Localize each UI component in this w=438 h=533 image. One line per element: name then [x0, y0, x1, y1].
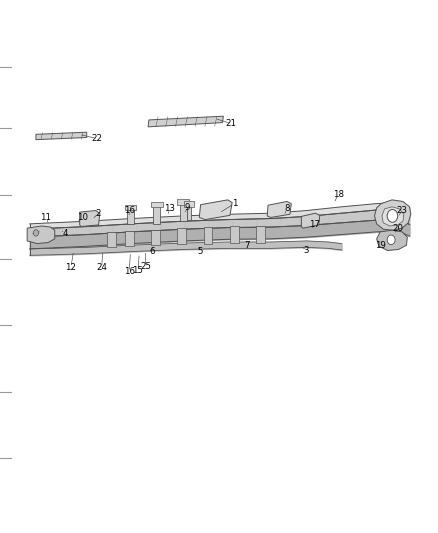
Text: 11: 11	[40, 213, 52, 222]
Polygon shape	[36, 132, 87, 140]
Polygon shape	[184, 201, 194, 207]
FancyBboxPatch shape	[107, 232, 116, 247]
Circle shape	[387, 235, 395, 245]
Polygon shape	[153, 205, 160, 224]
Polygon shape	[80, 211, 100, 227]
Text: 24: 24	[96, 263, 107, 272]
Text: 18: 18	[332, 190, 344, 199]
Polygon shape	[267, 201, 291, 217]
Polygon shape	[187, 205, 191, 220]
Text: 13: 13	[164, 205, 176, 213]
Text: 12: 12	[65, 263, 77, 272]
Polygon shape	[127, 208, 134, 224]
Text: 20: 20	[392, 224, 403, 232]
Polygon shape	[125, 205, 136, 210]
Polygon shape	[301, 213, 320, 228]
Polygon shape	[151, 202, 163, 207]
Polygon shape	[199, 200, 232, 220]
Circle shape	[33, 230, 39, 236]
FancyBboxPatch shape	[125, 231, 134, 246]
Text: 10: 10	[77, 213, 88, 222]
FancyBboxPatch shape	[230, 227, 239, 243]
Polygon shape	[27, 226, 55, 244]
Text: 9: 9	[185, 204, 190, 212]
Text: 8: 8	[284, 205, 290, 213]
Text: 5: 5	[198, 247, 203, 256]
Text: 1: 1	[232, 199, 237, 208]
Text: 16: 16	[124, 268, 135, 276]
Text: 16: 16	[124, 206, 135, 215]
Text: 25: 25	[140, 262, 151, 271]
FancyBboxPatch shape	[177, 228, 186, 244]
Polygon shape	[377, 230, 407, 251]
Text: 15: 15	[132, 266, 144, 275]
FancyBboxPatch shape	[151, 230, 160, 245]
Text: 2: 2	[96, 209, 101, 217]
Text: 17: 17	[309, 221, 320, 229]
Text: 23: 23	[396, 206, 408, 215]
Circle shape	[387, 209, 398, 222]
Text: 22: 22	[92, 134, 103, 143]
Polygon shape	[382, 207, 404, 226]
FancyBboxPatch shape	[204, 227, 212, 244]
Polygon shape	[148, 116, 223, 127]
Text: 6: 6	[150, 247, 155, 256]
Polygon shape	[374, 200, 411, 230]
FancyBboxPatch shape	[256, 226, 265, 243]
Text: 3: 3	[304, 246, 309, 255]
Text: 21: 21	[226, 119, 237, 128]
Text: 7: 7	[245, 241, 250, 249]
Text: 4: 4	[62, 229, 67, 238]
Text: 19: 19	[375, 241, 385, 249]
Polygon shape	[180, 203, 187, 221]
Polygon shape	[177, 199, 189, 205]
